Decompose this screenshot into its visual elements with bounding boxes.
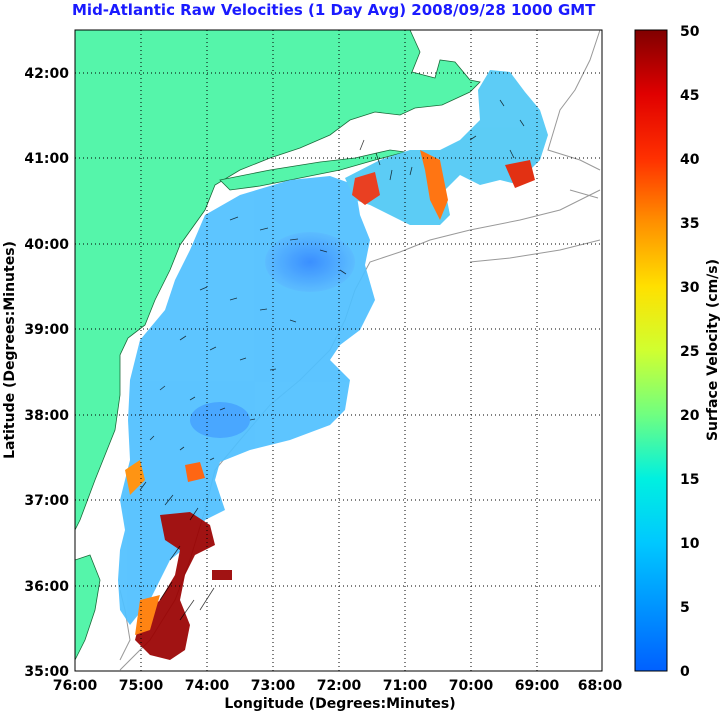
colorbar [634, 29, 668, 672]
colorbar-tick-label: 25 [680, 344, 699, 360]
y-tick-label: 42:00 [24, 66, 69, 82]
colorbar-tick-label: 45 [680, 88, 699, 104]
x-tick-label: 74:00 [185, 678, 230, 694]
current-vectors [139, 99, 525, 621]
grid-lines [75, 30, 602, 671]
y-tick-labels: 35:00 36:00 37:00 38:00 39:00 40:00 41:0… [24, 66, 69, 680]
y-axis-label: Latitude (Degrees:Minutes) [2, 241, 18, 459]
colorbar-tick-label: 10 [680, 536, 700, 552]
x-tick-label: 71:00 [383, 678, 428, 694]
y-tick-label: 38:00 [24, 408, 69, 424]
land-mass [75, 30, 481, 661]
plot-area [75, 30, 602, 671]
x-tick-label: 75:00 [119, 678, 164, 694]
colorbar-tick-labels: 0 5 10 15 20 25 30 35 40 45 50 [680, 24, 700, 680]
x-axis-label: Longitude (Degrees:Minutes) [224, 696, 455, 712]
y-tick-label: 37:00 [24, 493, 69, 509]
high-velocity-ne3 [505, 160, 535, 188]
y-tick-label: 35:00 [24, 664, 69, 680]
x-tick-label: 72:00 [317, 678, 362, 694]
x-tick-label: 69:00 [515, 678, 560, 694]
plot-frame [74, 29, 603, 672]
high-velocity-ne [352, 172, 380, 205]
gulfstream-edge [135, 595, 160, 635]
colorbar-tick-label: 0 [680, 664, 690, 680]
x-tick-label: 68:00 [578, 678, 623, 694]
y-tick-label: 40:00 [24, 237, 69, 253]
y-tick-label: 36:00 [24, 579, 69, 595]
x-tick-labels: 76:00 75:00 74:00 73:00 72:00 71:00 70:0… [53, 678, 623, 694]
colorbar-tick-label: 20 [680, 408, 700, 424]
colorbar-tick-label: 5 [680, 600, 690, 616]
slow-core [265, 232, 355, 292]
colorbar-tick-label: 50 [680, 24, 700, 40]
y-tick-label: 39:00 [24, 322, 69, 338]
colorbar-label: Surface Velocity (cm/s) [705, 259, 721, 441]
velocity-field [118, 70, 548, 660]
x-tick-label: 70:00 [449, 678, 494, 694]
high-velocity-ne2 [420, 150, 448, 220]
warm-patch-west [125, 460, 145, 495]
y-tick-label: 41:00 [24, 151, 69, 167]
slow-core-south [190, 402, 250, 438]
warm-patch-central [185, 462, 205, 482]
colorbar-tick-label: 30 [680, 280, 700, 296]
x-tick-label: 73:00 [251, 678, 296, 694]
northeast-region [345, 70, 548, 225]
x-tick-label: 76:00 [53, 678, 98, 694]
colorbar-tick-label: 15 [680, 472, 699, 488]
map-title: Mid-Atlantic Raw Velocities (1 Day Avg) … [72, 1, 596, 19]
hot-spot-1 [212, 570, 232, 580]
colorbar-tick-label: 40 [680, 152, 700, 168]
colorbar-tick-label: 35 [680, 216, 699, 232]
